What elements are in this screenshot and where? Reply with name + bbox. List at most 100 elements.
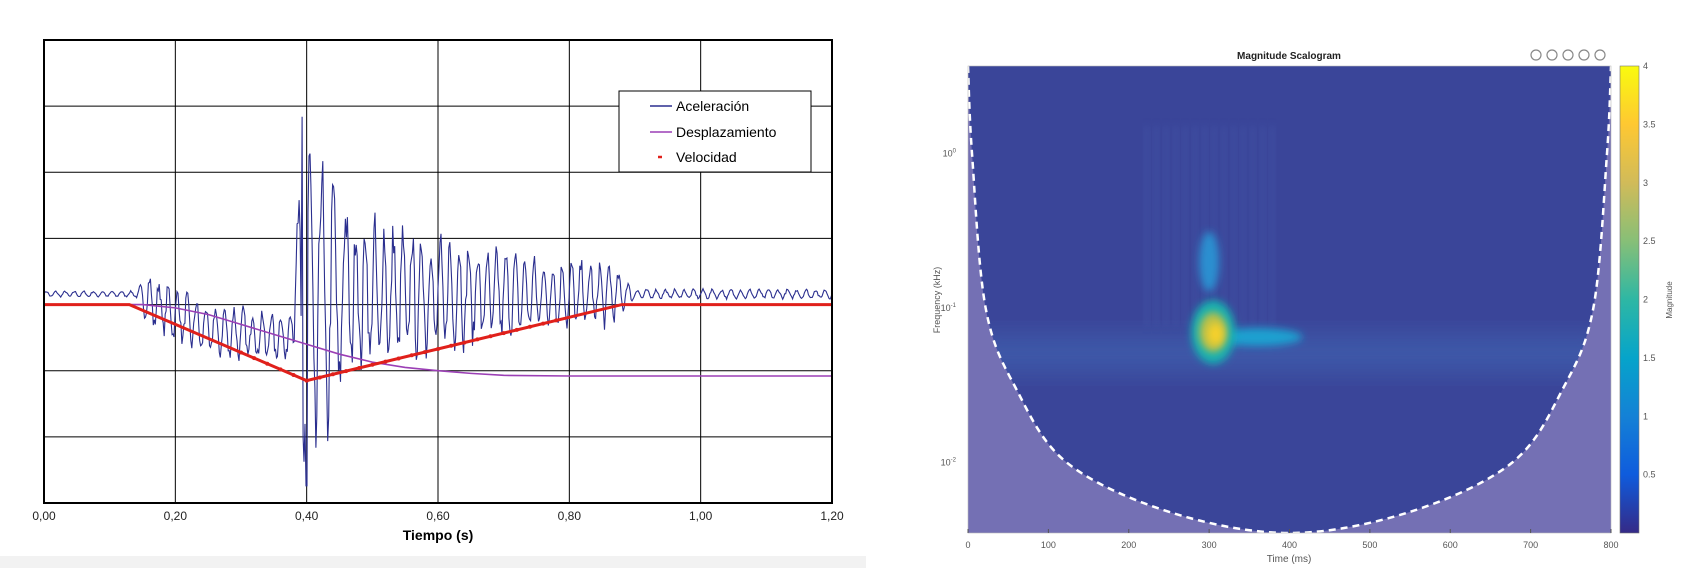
legend-label-desplazamiento: Desplazamiento xyxy=(676,124,777,140)
colorbar-tick-label: 3.5 xyxy=(1643,119,1656,129)
colorbar xyxy=(1619,65,1640,534)
velocidad-marker xyxy=(501,331,506,336)
velocidad-marker xyxy=(239,350,243,355)
y-tick-label: 10-1 xyxy=(941,303,957,313)
series-desplazamiento xyxy=(44,303,832,377)
x-tick-label: 0,40 xyxy=(295,509,319,523)
feature-streak xyxy=(1270,126,1275,326)
velocidad-marker xyxy=(436,346,440,351)
x-tick-label: 300 xyxy=(1202,540,1217,550)
feature-streak xyxy=(1221,126,1226,326)
x-tick-label: 1,00 xyxy=(689,509,713,523)
y-tick-label: 10-2 xyxy=(941,458,957,468)
velocidad-marker xyxy=(252,356,257,361)
y-ticks: 100 10-1 10-2 xyxy=(941,149,957,468)
feature-streak xyxy=(1173,126,1178,326)
x-ticks: 0,00 0,20 0,40 0,60 0,80 1,00 1,20 xyxy=(32,509,844,523)
x-tick-label: 700 xyxy=(1523,540,1538,550)
velocidad-marker xyxy=(265,361,270,366)
colorbar-tick-label: 2.5 xyxy=(1643,236,1656,246)
home-icon-glyph xyxy=(1594,49,1606,61)
x-tick-label: 0,00 xyxy=(32,509,56,523)
x-tick-label: 600 xyxy=(1443,540,1458,550)
zoom-out-icon[interactable] xyxy=(1578,49,1590,61)
pan-hand-icon-glyph xyxy=(1546,49,1558,61)
zoom-in-icon[interactable] xyxy=(1562,49,1574,61)
velocidad-marker xyxy=(449,343,454,348)
velocidad-marker xyxy=(409,353,414,358)
legend: Aceleración Desplazamiento Velocidad xyxy=(618,90,812,173)
x-tick-label: 500 xyxy=(1362,540,1377,550)
pan-hand-icon[interactable] xyxy=(1546,49,1558,61)
home-icon[interactable] xyxy=(1594,49,1606,61)
x-tick-label: 0,60 xyxy=(426,509,450,523)
feature-streak xyxy=(1260,126,1265,326)
velocidad-marker xyxy=(541,321,546,326)
scalogram-chart: Magnitude Scalogram 0 100 200 300 400 500 600 7… xyxy=(932,49,1674,565)
feature-streak xyxy=(1250,126,1255,326)
feature-streak xyxy=(1183,126,1188,326)
velocidad-marker xyxy=(304,378,309,383)
time-series-chart: 0,00 0,20 0,40 0,60 0,80 1,00 1,20 Tiempo (s) … xyxy=(32,39,844,543)
y-tick-label: 100 xyxy=(943,149,957,159)
bottom-strip xyxy=(0,556,866,568)
colorbar-label: Magnitude xyxy=(1665,281,1674,319)
colorbar-tick-label: 1 xyxy=(1643,411,1648,421)
colorbar-tick-label: 2 xyxy=(1643,295,1648,305)
x-tick-label: 400 xyxy=(1282,540,1297,550)
x-tick-label: 200 xyxy=(1121,540,1136,550)
feature-streak xyxy=(1241,126,1246,326)
x-tick-label: 0,80 xyxy=(558,509,582,523)
feature-peak-core xyxy=(1207,323,1224,346)
cone-of-influence-shade xyxy=(968,66,1611,533)
x-tick-label: 0 xyxy=(965,540,970,550)
velocidad-marker xyxy=(554,318,559,323)
cone-of-influence-line xyxy=(968,66,1611,533)
velocidad-marker xyxy=(278,367,283,372)
zoom-in-icon-glyph xyxy=(1562,49,1574,61)
brush-icon-glyph xyxy=(1530,49,1542,61)
x-tick-label: 800 xyxy=(1603,540,1618,550)
velocidad-marker xyxy=(396,356,401,361)
feature-streak xyxy=(1193,126,1198,326)
colorbar-tick-label: 3 xyxy=(1643,178,1648,188)
velocidad-marker xyxy=(317,375,322,380)
velocidad-marker xyxy=(488,334,493,339)
series-group xyxy=(43,116,833,487)
velocidad-marker xyxy=(291,373,296,378)
feature-streak xyxy=(1154,126,1159,326)
x-axis-label: Time (ms) xyxy=(1267,554,1312,565)
velocidad-marker xyxy=(422,350,427,355)
velocidad-marker xyxy=(344,369,349,374)
feature-streak xyxy=(1231,126,1236,326)
chart-title: Magnitude Scalogram xyxy=(1237,51,1341,62)
feature-streak xyxy=(1164,126,1169,326)
colorbar-tick-label: 1.5 xyxy=(1643,353,1656,363)
x-tick-label: 100 xyxy=(1041,540,1056,550)
x-tick-label: 0,20 xyxy=(164,509,188,523)
feature-streak xyxy=(1202,126,1207,326)
x-axis-label: Tiempo (s) xyxy=(403,527,474,543)
feature-streak xyxy=(1212,126,1217,326)
heatmap xyxy=(968,66,1611,533)
series-aceleracion xyxy=(43,116,833,487)
legend-label-velocidad: Velocidad xyxy=(676,149,737,165)
y-axis-label: Frequency (kHz) xyxy=(932,267,942,334)
x-ticks: 0 100 200 300 400 500 600 700 800 xyxy=(965,529,1619,550)
velocidad-marker xyxy=(462,340,467,345)
x-tick-label: 1,20 xyxy=(820,509,844,523)
velocidad-marker xyxy=(475,337,480,342)
velocidad-marker xyxy=(357,365,362,370)
colorbar-tick-label: 0.5 xyxy=(1643,470,1656,480)
brush-icon[interactable] xyxy=(1530,49,1542,61)
velocidad-marker xyxy=(383,359,388,364)
feature-streak xyxy=(1144,126,1149,326)
velocidad-marker xyxy=(527,324,532,329)
velocidad-marker xyxy=(514,327,519,332)
zoom-out-icon-glyph xyxy=(1578,49,1590,61)
feature-upper-streak xyxy=(1199,231,1220,292)
velocidad-marker xyxy=(370,362,375,367)
velocidad-marker xyxy=(330,372,335,377)
colorbar-ticks: 0.5 1 1.5 2 2.5 3 3.5 4 xyxy=(1643,61,1656,480)
heatmap-features xyxy=(968,126,1611,370)
